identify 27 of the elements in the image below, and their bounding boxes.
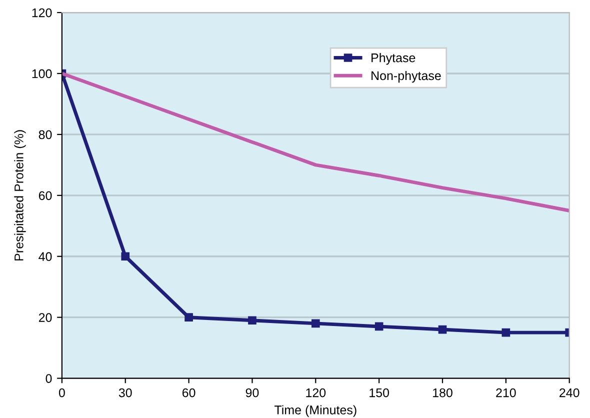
- x-tick-label: 240: [560, 388, 580, 398]
- point: [438, 325, 447, 334]
- legend-label: Non-phytase: [372, 70, 441, 83]
- x-tick-label: 120: [306, 388, 326, 398]
- point: [248, 316, 256, 325]
- point: [184, 313, 193, 322]
- y-axis-title: Presipitated Protein (%): [14, 130, 26, 260]
- x-tick-label: 150: [370, 388, 390, 398]
- y-tick-label: 20: [38, 313, 52, 322]
- point: [311, 319, 320, 328]
- x-tick-label: 210: [496, 388, 516, 398]
- x-tick-label: 0: [58, 388, 65, 398]
- y-tick-label: 60: [38, 191, 52, 200]
- point: [121, 252, 130, 261]
- y-tick-label: 120: [32, 8, 52, 18]
- y-tick-label: 40: [38, 252, 52, 262]
- x-tick-label: 90: [246, 388, 259, 398]
- point: [502, 328, 510, 337]
- x-axis-title: Time (Minutes): [274, 405, 356, 417]
- y-tick-label: 0: [46, 374, 52, 383]
- x-tick-label: 30: [118, 388, 132, 398]
- y-tick-label: 100: [32, 69, 52, 78]
- x-tick-label: 60: [182, 388, 196, 398]
- y-tick-label: 80: [38, 130, 52, 140]
- point: [374, 322, 384, 331]
- legend-label: Phytase: [372, 53, 416, 65]
- x-tick-label: 180: [433, 388, 452, 398]
